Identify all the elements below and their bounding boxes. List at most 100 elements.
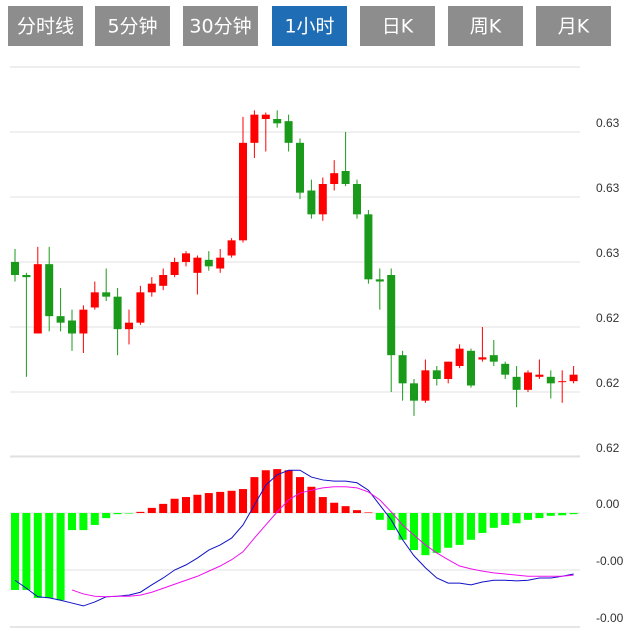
button-bg xyxy=(360,6,435,46)
macd-bar xyxy=(239,489,247,513)
candle-body xyxy=(512,376,521,390)
macd-bar xyxy=(11,513,19,590)
macd-bar xyxy=(79,513,88,531)
macd-bar xyxy=(478,513,487,533)
candle-body xyxy=(56,316,65,323)
period-button[interactable]: 日K xyxy=(360,6,435,46)
candle-body xyxy=(341,171,350,184)
macd-bar xyxy=(261,470,270,513)
period-button[interactable]: 5分钟 xyxy=(95,6,170,46)
macd-bar xyxy=(432,513,441,553)
candle-body xyxy=(330,173,339,184)
period-button[interactable]: 周K xyxy=(448,6,523,46)
macd-bar xyxy=(524,513,532,520)
macd-bar xyxy=(364,512,373,513)
candle-body xyxy=(524,372,532,390)
macd-bar xyxy=(535,513,544,519)
macd-bar xyxy=(387,513,396,531)
macd-bar xyxy=(284,470,293,513)
candle-body xyxy=(182,253,190,262)
button-bg xyxy=(8,6,83,46)
macd-bar xyxy=(216,491,225,513)
candle-body xyxy=(113,296,122,330)
macd-bar xyxy=(159,503,168,513)
candle-body xyxy=(569,374,578,382)
candle-body xyxy=(353,184,361,215)
macd-bar xyxy=(227,490,236,513)
period-button[interactable]: 30分钟 xyxy=(183,6,258,46)
macd-bar xyxy=(22,513,31,590)
period-button[interactable]: 1小时 xyxy=(272,6,347,46)
macd-bar xyxy=(444,513,453,548)
macd-bar xyxy=(68,513,76,531)
y-tick-label: -0.00 xyxy=(596,554,624,568)
period-button[interactable]: 月K xyxy=(536,6,611,46)
candle-body xyxy=(478,357,487,360)
candle-body xyxy=(421,370,430,401)
candle-body xyxy=(261,114,270,119)
candle-body xyxy=(102,292,111,297)
candle-body xyxy=(90,292,99,308)
macd-bar xyxy=(375,513,384,520)
y-tick-label: 0.63 xyxy=(596,181,620,195)
macd-bar xyxy=(204,493,213,513)
macd-bar xyxy=(455,513,464,545)
period-button[interactable]: 分时线 xyxy=(8,6,83,46)
y-tick-label: 0.62 xyxy=(596,311,620,325)
candle-body xyxy=(11,262,19,275)
button-bg xyxy=(95,6,170,46)
macd-bar xyxy=(421,513,430,556)
candle-body xyxy=(398,355,407,384)
button-bg xyxy=(183,6,258,46)
y-tick-label: 0.62 xyxy=(596,376,620,390)
button-bg xyxy=(536,6,611,46)
candle-body xyxy=(79,309,88,334)
candle-body xyxy=(558,381,567,383)
candle-body xyxy=(364,214,373,280)
candle-body xyxy=(501,363,510,375)
macd-bar xyxy=(182,497,190,513)
macd-bar xyxy=(45,513,54,598)
candle-body xyxy=(307,190,316,215)
candle-body xyxy=(193,257,202,273)
macd-bar xyxy=(341,506,350,513)
candle-body xyxy=(535,374,544,377)
macd-bar xyxy=(307,486,316,513)
candle-body xyxy=(216,257,225,269)
macd-bar xyxy=(147,507,156,513)
candle-body xyxy=(204,259,213,267)
candle-body xyxy=(455,348,464,366)
candle-body xyxy=(250,114,259,143)
macd-bar xyxy=(250,477,259,513)
candle-body xyxy=(318,184,327,215)
macd-bar xyxy=(501,513,510,525)
macd-bar xyxy=(353,510,361,513)
candle-body xyxy=(410,383,418,401)
macd-bar xyxy=(170,498,179,513)
macd-line xyxy=(14,469,574,607)
button-label: 1小时 xyxy=(284,16,334,38)
macd-bar xyxy=(546,513,555,516)
candle-body xyxy=(273,119,282,124)
candle-body xyxy=(444,361,453,379)
macd-bar xyxy=(296,477,304,513)
macd-bar xyxy=(512,513,521,524)
candle-body xyxy=(147,283,156,293)
candle-body xyxy=(227,240,236,256)
candle-body xyxy=(432,370,441,379)
button-label: 月K xyxy=(558,16,590,38)
candle-body xyxy=(45,264,54,317)
macd-bar xyxy=(489,513,498,528)
button-label: 分时线 xyxy=(17,16,74,38)
candle-body xyxy=(125,322,133,330)
period-buttons: 分时线 5分钟 30分钟 1小时 日K 周K 月K xyxy=(8,6,611,46)
candle-body xyxy=(159,275,168,286)
macd-bar xyxy=(558,513,567,516)
button-label: 5分钟 xyxy=(107,16,157,38)
macd-bar xyxy=(125,513,133,514)
candle-body xyxy=(387,275,396,356)
macd-bar xyxy=(410,513,418,551)
button-label: 30分钟 xyxy=(189,16,251,38)
candle-body xyxy=(239,142,247,241)
